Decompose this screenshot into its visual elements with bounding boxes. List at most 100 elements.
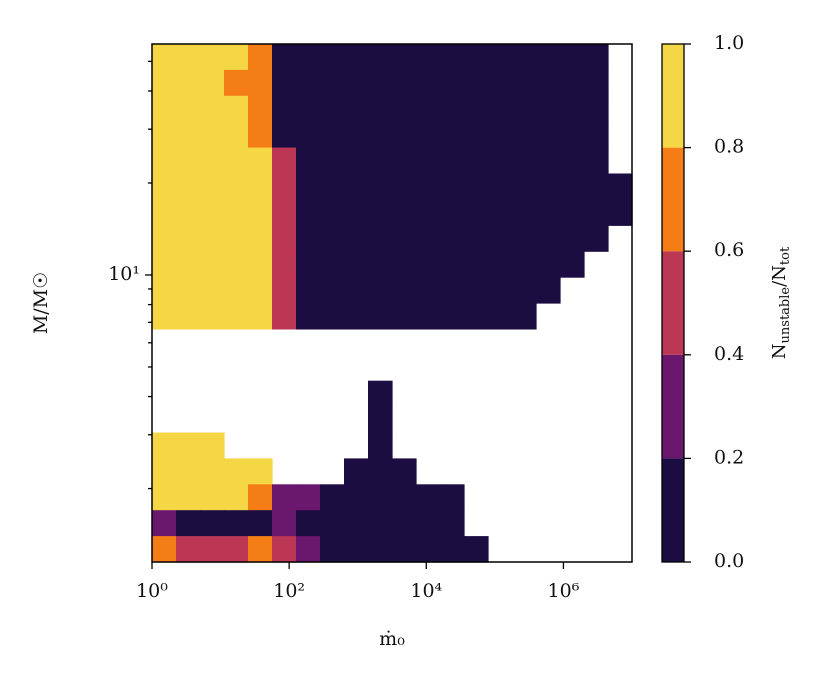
contour-cell (344, 484, 369, 511)
contour-cell (440, 147, 465, 175)
contour-cell (368, 458, 393, 485)
contour-cell (176, 277, 201, 304)
contour-cell (224, 95, 249, 123)
contour-cell (440, 199, 465, 226)
contour-cell (224, 121, 249, 149)
contour-cell (344, 44, 369, 71)
contour-cell (416, 69, 441, 97)
contour-cell (248, 69, 273, 97)
contour-cell (584, 44, 609, 71)
contour-cell (560, 121, 585, 149)
contour-cell (320, 536, 345, 563)
contour-cell (176, 458, 201, 485)
contour-cell (584, 199, 609, 226)
contour-cell (344, 199, 369, 226)
contour-cell (488, 173, 513, 200)
contour-cell (200, 303, 225, 330)
contour-cell (368, 199, 393, 226)
contour-cell (296, 147, 321, 175)
contour-cell (176, 147, 201, 175)
contour-cell (368, 484, 393, 511)
contour-cell (224, 199, 249, 226)
contour-cell (248, 458, 273, 485)
contour-cell (344, 303, 369, 330)
contour-cell (416, 173, 441, 200)
contour-cell (296, 303, 321, 330)
contour-cell (152, 458, 177, 485)
contour-cell (344, 458, 369, 485)
contour-cell (536, 69, 561, 97)
contour-cell (176, 44, 201, 71)
contour-cell (368, 121, 393, 149)
contour-cell (488, 277, 513, 304)
contour-cell (296, 95, 321, 123)
contour-cell (296, 173, 321, 200)
contour-cell (464, 536, 489, 563)
contour-cell (536, 277, 561, 304)
contour-cell (440, 303, 465, 330)
contour-cell (464, 173, 489, 200)
contour-cell (560, 95, 585, 123)
contour-cell (368, 303, 393, 330)
contour-cell (392, 44, 417, 71)
contour-cell (200, 536, 225, 563)
contour-cell (176, 199, 201, 226)
contour-cell (320, 95, 345, 123)
contour-cell (584, 147, 609, 175)
colorbar-label-part: unstable (778, 287, 793, 344)
contour-cell (416, 277, 441, 304)
contour-cell (440, 251, 465, 278)
contour-cell (416, 121, 441, 149)
contour-cell (152, 251, 177, 278)
colorbar-tick-label: 1.0 (714, 32, 744, 54)
contour-cell (536, 199, 561, 226)
contour-cell (368, 95, 393, 123)
contour-cell (392, 277, 417, 304)
contour-cell (344, 147, 369, 175)
colorbar-label-part: N (769, 343, 790, 359)
contour-cell (248, 95, 273, 123)
contour-cell (440, 536, 465, 563)
contour-cell (344, 277, 369, 304)
contour-cell (368, 147, 393, 175)
colorbar-band (662, 354, 684, 459)
contour-cell (392, 173, 417, 200)
contour-cell (152, 147, 177, 175)
contour-cell (368, 44, 393, 71)
contour-cell (200, 458, 225, 485)
contour-cell (392, 225, 417, 252)
contour-cell (176, 251, 201, 278)
contour-cell (152, 44, 177, 71)
contour-cell (176, 536, 201, 563)
y-tick-label: 10¹ (108, 263, 140, 285)
contour-cell (416, 199, 441, 226)
contour-area (152, 44, 633, 563)
contour-cell (536, 121, 561, 149)
contour-cell (320, 251, 345, 278)
contour-cell (512, 199, 537, 226)
colorbar-tick-label: 0.6 (714, 239, 744, 261)
contour-cell (392, 199, 417, 226)
contour-cell (344, 510, 369, 537)
contour-cell (152, 536, 177, 563)
contour-cell (320, 510, 345, 537)
contour-cell (488, 69, 513, 97)
contour-cell (392, 510, 417, 537)
colorbar-tick-label: 0.4 (714, 343, 744, 365)
colorbar-label: Nunstable/Ntot (769, 246, 793, 359)
contour-cell (152, 199, 177, 226)
contour-cell (152, 69, 177, 97)
contour-cell (464, 303, 489, 330)
contour-cell (392, 95, 417, 123)
contour-cell (440, 69, 465, 97)
contour-cell (392, 303, 417, 330)
colorbar-band (662, 44, 684, 148)
contour-cell (248, 484, 273, 511)
contour-cell (488, 303, 513, 330)
contour-cell (488, 251, 513, 278)
contour-cell (152, 510, 177, 537)
contour-cell (464, 44, 489, 71)
contour-cell (560, 173, 585, 200)
x-tick-label: 10⁶ (548, 580, 580, 602)
contour-cell (416, 95, 441, 123)
